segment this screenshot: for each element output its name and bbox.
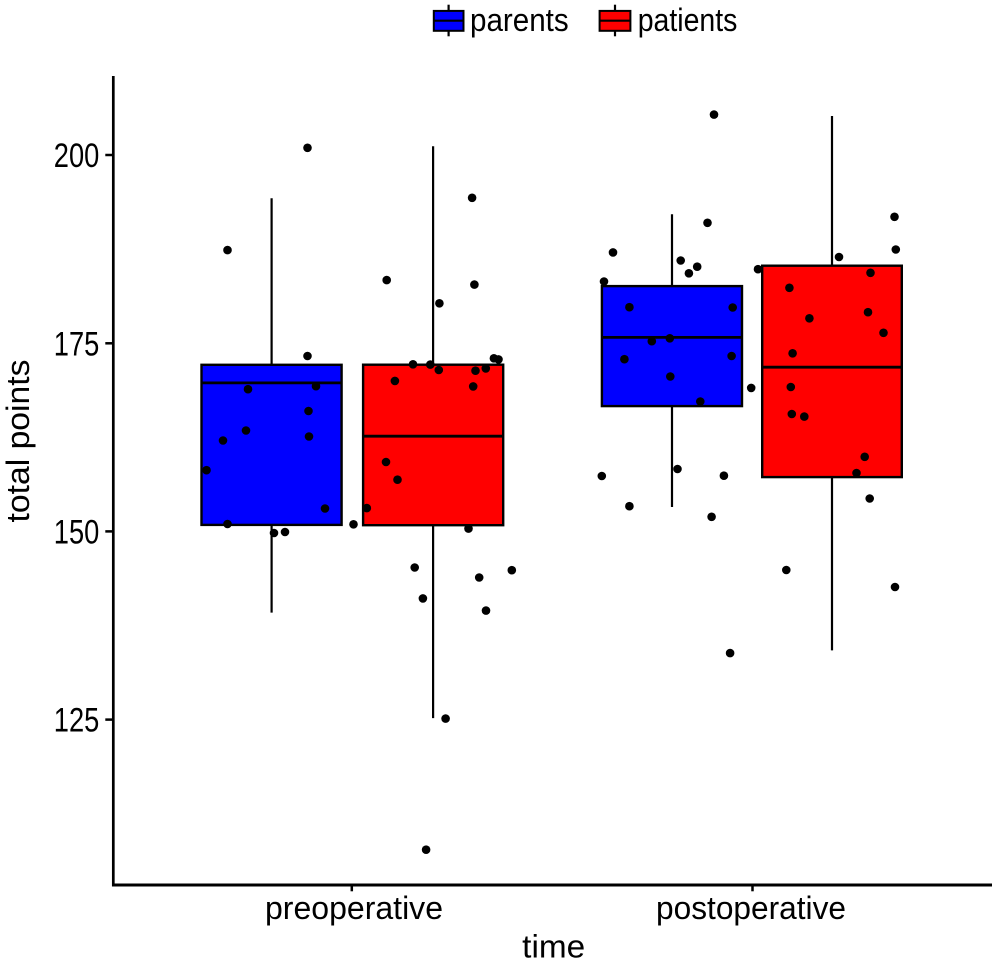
svg-text:preoperative: preoperative (265, 890, 443, 926)
svg-text:125: 125 (54, 702, 100, 740)
svg-text:parents: parents (470, 2, 569, 38)
svg-text:200: 200 (54, 137, 100, 175)
svg-text:postoperative: postoperative (656, 890, 846, 926)
svg-text:total points: total points (0, 360, 36, 523)
svg-text:150: 150 (54, 514, 100, 552)
svg-text:patients: patients (638, 2, 738, 38)
svg-text:175: 175 (54, 325, 100, 363)
svg-text:time: time (522, 929, 585, 965)
